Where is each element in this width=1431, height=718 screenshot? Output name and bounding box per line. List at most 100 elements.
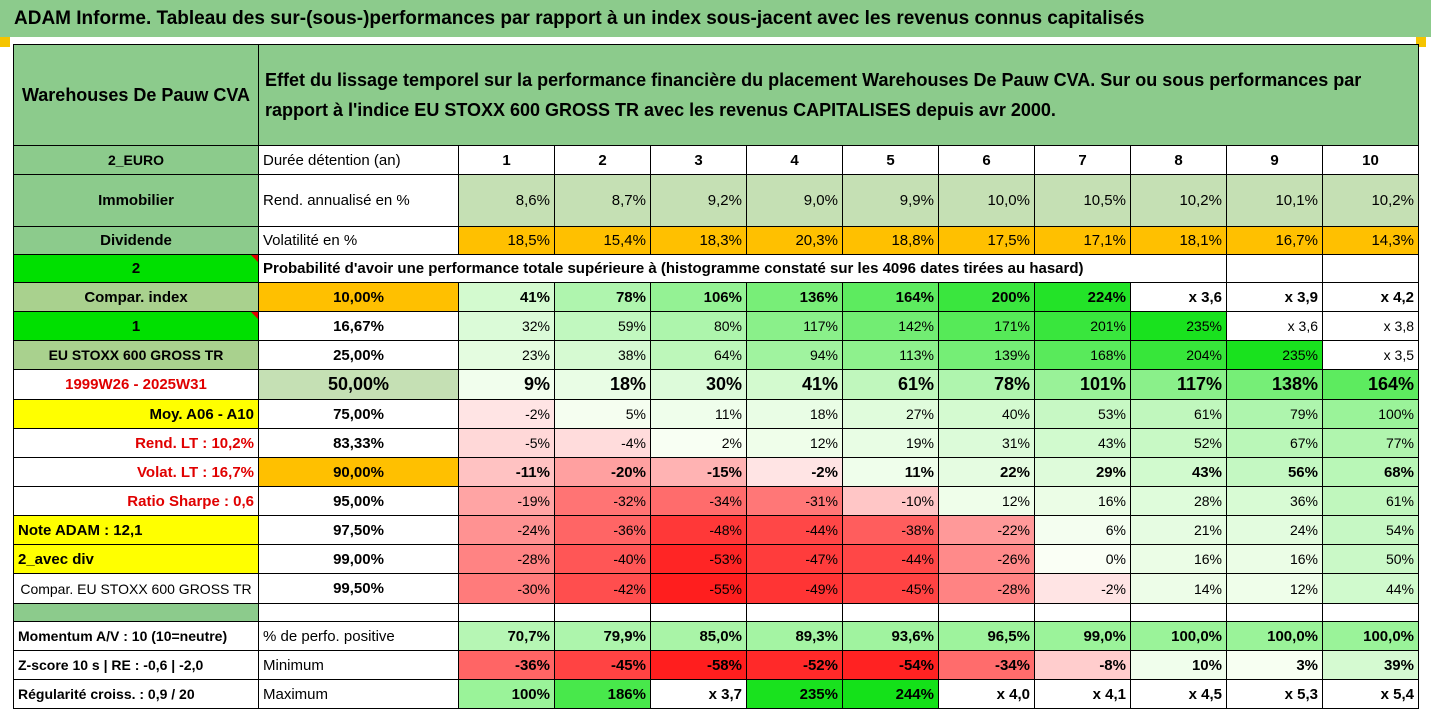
probability-value: -2%: [746, 457, 843, 487]
table-row: [13, 603, 1419, 622]
percentile-value: 95,00%: [258, 486, 459, 516]
probability-value: -28%: [458, 544, 555, 574]
row-label: 1999W26 - 2025W31: [13, 369, 259, 400]
probability-value: 41%: [746, 369, 843, 400]
probability-value: 12%: [1226, 573, 1323, 604]
dividend-label: Dividende: [13, 226, 259, 255]
probability-value: -26%: [938, 544, 1035, 574]
table-row: 2_EURO Durée détention (an) 1 2 3 4 5 6 7 8 9 10: [13, 145, 1419, 175]
metric-label: Minimum: [258, 650, 459, 680]
spacer-cell: [938, 603, 1035, 622]
probability-value: 31%: [938, 428, 1035, 458]
year-header: 10: [1322, 145, 1419, 175]
annual-return-value: 10,1%: [1226, 174, 1323, 227]
metric-value: 85,0%: [650, 621, 747, 651]
probability-value: -34%: [650, 486, 747, 516]
annual-return-value: 9,2%: [650, 174, 747, 227]
probability-value: 224%: [1034, 282, 1131, 312]
probability-value: -48%: [650, 515, 747, 545]
metric-value: 89,3%: [746, 621, 843, 651]
year-header: 1: [458, 145, 555, 175]
corner-marker-left: [0, 37, 10, 47]
spacer-cell: [258, 603, 459, 622]
probability-value: 61%: [1130, 399, 1227, 429]
probability-value: 54%: [1322, 515, 1419, 545]
probability-value: 78%: [554, 282, 651, 312]
probability-value: -28%: [938, 573, 1035, 604]
annual-return-value: 9,0%: [746, 174, 843, 227]
table-row: Moy. A06 - A10 75,00% -2% 5% 11% 18% 27% 40% 53%…: [13, 399, 1419, 429]
metric-value: 100%: [458, 679, 555, 709]
metric-label: Maximum: [258, 679, 459, 709]
probability-value: 32%: [458, 311, 555, 341]
probability-value: 5%: [554, 399, 651, 429]
probability-value: -55%: [650, 573, 747, 604]
probability-value: 138%: [1226, 369, 1323, 400]
row-label: Rend. LT : 10,2%: [13, 428, 259, 458]
probability-value: 100%: [1322, 399, 1419, 429]
volatility-value: 17,5%: [938, 226, 1035, 255]
probability-value: -42%: [554, 573, 651, 604]
volatility-value: 14,3%: [1322, 226, 1419, 255]
probability-value: 44%: [1322, 573, 1419, 604]
probability-value: -15%: [650, 457, 747, 487]
year-header: 6: [938, 145, 1035, 175]
row-label: Moy. A06 - A10: [13, 399, 259, 429]
probability-value: x 3,6: [1226, 311, 1323, 341]
probability-value: -44%: [842, 544, 939, 574]
table-row: Compar. index 10,00% 41% 78% 106% 136% 164% 200…: [13, 282, 1419, 312]
metric-value: 100,0%: [1130, 621, 1227, 651]
spacer-cell: [554, 603, 651, 622]
probability-value: 40%: [938, 399, 1035, 429]
table-row: Immobilier Rend. annualisé en % 8,6% 8,7% 9,…: [13, 174, 1419, 227]
sector-label: Immobilier: [13, 174, 259, 227]
spacer-cell: [746, 603, 843, 622]
spacer-cell: [458, 603, 555, 622]
probability-value: 142%: [842, 311, 939, 341]
percentile-value: 10,00%: [258, 282, 459, 312]
probability-value: 21%: [1130, 515, 1227, 545]
percentile-value: 25,00%: [258, 340, 459, 370]
probability-value: 14%: [1130, 573, 1227, 604]
volatility-value: 18,8%: [842, 226, 939, 255]
volatility-value: 16,7%: [1226, 226, 1323, 255]
metric-value: 79,9%: [554, 621, 651, 651]
probability-value: 16%: [1226, 544, 1323, 574]
probability-value: x 3,5: [1322, 340, 1419, 370]
year-header: 5: [842, 145, 939, 175]
probability-value: -11%: [458, 457, 555, 487]
corner-marker-right: [1416, 37, 1426, 47]
probability-value: 36%: [1226, 486, 1323, 516]
probability-value: 23%: [458, 340, 555, 370]
row-label: Compar. index: [13, 282, 259, 312]
probability-value: 59%: [554, 311, 651, 341]
probability-value: -53%: [650, 544, 747, 574]
probability-value: -45%: [842, 573, 939, 604]
metric-value: x 4,0: [938, 679, 1035, 709]
currency-label: 2_EURO: [13, 145, 259, 175]
probability-value: 67%: [1226, 428, 1323, 458]
metric-value: 235%: [746, 679, 843, 709]
stat-label: Z-score 10 s | RE : -0,6 | -2,0: [13, 650, 259, 680]
probability-value: 117%: [1130, 369, 1227, 400]
table-row: Compar. EU STOXX 600 GROSS TR 99,50% -30% -…: [13, 573, 1419, 604]
probability-value: -24%: [458, 515, 555, 545]
probability-value: 117%: [746, 311, 843, 341]
row-label: 2_avec div: [13, 544, 259, 574]
table-row: EU STOXX 600 GROSS TR 25,00% 23% 38% 64% 94% 1…: [13, 340, 1419, 370]
row-label: Note ADAM : 12,1: [13, 515, 259, 545]
probability-value: -2%: [458, 399, 555, 429]
probability-value: -20%: [554, 457, 651, 487]
table-row: Régularité croiss. : 0,9 / 20 Maximum 100%…: [13, 679, 1419, 709]
probability-value: 235%: [1226, 340, 1323, 370]
metric-value: -8%: [1034, 650, 1131, 680]
probability-value: 12%: [938, 486, 1035, 516]
probability-value: 11%: [842, 457, 939, 487]
probability-value: -40%: [554, 544, 651, 574]
probability-value: 43%: [1034, 428, 1131, 458]
probability-value: -49%: [746, 573, 843, 604]
probability-value: 164%: [1322, 369, 1419, 400]
annual-return-value: 10,5%: [1034, 174, 1131, 227]
stat-label: Régularité croiss. : 0,9 / 20: [13, 679, 259, 709]
probability-value: 136%: [746, 282, 843, 312]
